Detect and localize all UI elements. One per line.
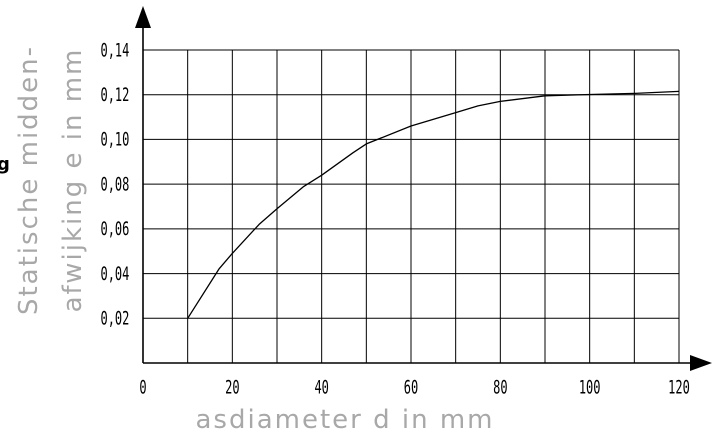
axes	[135, 6, 712, 371]
y-tick-label: 0,06	[100, 217, 129, 240]
y-tick-label: 0,14	[100, 38, 129, 61]
y-tick-labels: 0,02 0,04 0,06 0,08 0,10 0,12 0,14	[100, 38, 129, 329]
x-axis-arrow-icon	[690, 355, 712, 371]
series-group	[187, 90, 680, 319]
series-line-1	[187, 90, 680, 319]
edge-mark: g	[0, 154, 10, 175]
y-axis-arrow-icon	[135, 6, 151, 28]
x-axis-title: asdiameter d in mm	[196, 405, 495, 435]
x-tick-label: 0	[139, 375, 146, 398]
x-tick-label: 40	[314, 375, 328, 398]
y-axis-title-line-1: Statische midden-	[14, 45, 44, 315]
y-tick-label: 0,10	[100, 128, 129, 151]
grid	[143, 49, 680, 363]
y-tick-label: 0,12	[100, 83, 129, 106]
x-tick-label: 80	[493, 375, 507, 398]
x-tick-label: 20	[225, 375, 239, 398]
x-tick-label: 60	[404, 375, 418, 398]
x-tick-labels: 0 20 40 60 80 100 120	[139, 375, 689, 398]
y-axis-title-line-2: afwijking e in mm	[58, 48, 88, 313]
x-tick-label: 120	[668, 375, 690, 398]
x-tick-label: 100	[579, 375, 601, 398]
y-tick-label: 0,08	[100, 173, 129, 196]
y-tick-label: 0,04	[100, 262, 129, 285]
y-tick-label: 0,02	[100, 307, 129, 330]
